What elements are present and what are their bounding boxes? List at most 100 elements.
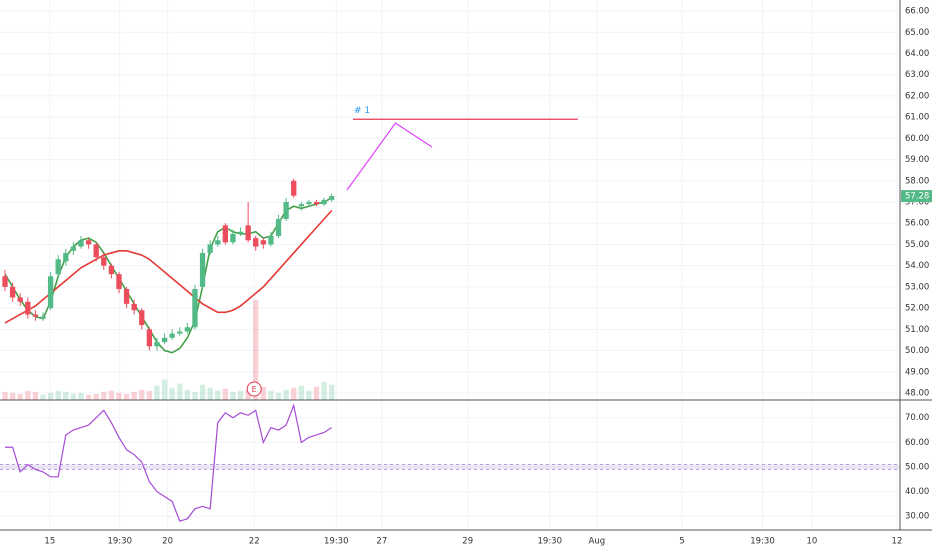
x-tick-label: 27 xyxy=(376,537,387,547)
candle-body xyxy=(17,297,23,302)
candle-body xyxy=(101,257,107,266)
candle-body xyxy=(184,327,191,332)
y-tick-label: 65.00 xyxy=(905,28,929,38)
candle-body xyxy=(321,199,327,205)
earnings-label: E xyxy=(252,385,257,394)
candle-body xyxy=(131,303,137,311)
volume-bar xyxy=(207,387,213,400)
candle-body xyxy=(207,244,213,253)
candle-body xyxy=(230,233,236,243)
candle-body xyxy=(108,265,115,275)
volume-bar xyxy=(70,393,77,400)
y-tick-label: 59.00 xyxy=(905,155,929,165)
candle-body xyxy=(139,310,145,326)
candle-body xyxy=(32,314,39,317)
volume-bar xyxy=(298,385,304,400)
y-tick-label: 53.00 xyxy=(905,282,929,292)
candle-body xyxy=(40,316,46,319)
volume-bar xyxy=(146,390,153,400)
y-tick-label: 40.00 xyxy=(905,487,929,497)
projection-line xyxy=(346,122,433,191)
candle-body xyxy=(291,180,297,196)
x-tick-label: 22 xyxy=(249,537,260,547)
x-tick-label: 10 xyxy=(806,537,817,547)
candle-body xyxy=(306,202,312,205)
y-tick-label: 50.00 xyxy=(905,462,929,472)
volume-bar xyxy=(85,394,92,400)
y-tick-label: 58.00 xyxy=(905,176,929,186)
volume-bar xyxy=(123,393,130,400)
candle-body xyxy=(245,225,251,241)
y-tick-label: 54.00 xyxy=(905,261,929,271)
y-tick-label: 60.00 xyxy=(905,134,929,144)
y-tick-label: 48.00 xyxy=(905,388,929,398)
candle-body xyxy=(215,240,221,245)
candle-body xyxy=(47,276,54,309)
rsi-line xyxy=(5,403,333,522)
volume-bar xyxy=(101,391,107,400)
candle-body xyxy=(161,337,168,343)
candle-body xyxy=(55,259,61,275)
candle-body xyxy=(275,218,282,236)
last-price-label: 57.28 xyxy=(905,192,929,202)
candle-body xyxy=(116,274,122,290)
volume-bar xyxy=(321,381,327,400)
x-tick-label: 19:30 xyxy=(750,537,775,547)
candle-body xyxy=(9,286,16,298)
volume-bar xyxy=(93,393,99,400)
volume-bar xyxy=(154,385,160,400)
volume-bar xyxy=(253,300,259,400)
volume-bar xyxy=(161,379,168,400)
volume-bar xyxy=(245,389,251,400)
volume-bar xyxy=(230,391,236,400)
y-tick-label: 60.00 xyxy=(905,438,929,448)
candle-body xyxy=(283,202,289,219)
y-tick-label: 50.00 xyxy=(905,346,929,356)
volume-bar xyxy=(169,387,175,400)
last-price-box xyxy=(901,190,932,203)
y-tick-label: 49.00 xyxy=(905,367,929,377)
candle-body xyxy=(199,252,206,287)
volume-bar xyxy=(9,392,16,400)
y-tick-label: 56.00 xyxy=(905,219,929,229)
volume-bar xyxy=(222,388,229,400)
y-tick-label: 30.00 xyxy=(905,512,929,522)
candle-body xyxy=(93,244,99,258)
candle-body xyxy=(298,204,304,207)
candle-body xyxy=(78,240,84,247)
candle-body xyxy=(177,331,183,334)
candle-body xyxy=(237,231,244,234)
volume-bar xyxy=(329,384,335,400)
candle-body xyxy=(146,329,153,347)
x-tick-label: 5 xyxy=(679,537,684,547)
volume-bar xyxy=(63,391,69,400)
volume-bar xyxy=(108,390,115,400)
moving-average xyxy=(4,209,333,324)
candle-body xyxy=(253,238,259,247)
y-tick-label: 70.00 xyxy=(905,413,929,423)
earnings-marker xyxy=(246,381,262,397)
candle-body xyxy=(192,289,198,328)
volume-bar xyxy=(2,391,8,400)
volume-bar xyxy=(25,390,31,400)
x-tick-label: 15 xyxy=(44,537,55,547)
y-tick-label: 62.00 xyxy=(905,91,929,101)
x-tick-label: 20 xyxy=(162,537,173,547)
x-tick-label: 19:30 xyxy=(324,537,349,547)
volume-bar xyxy=(268,390,274,400)
volume-bar xyxy=(32,391,39,400)
candle-body xyxy=(154,342,160,347)
volume-bar xyxy=(139,389,145,400)
volume-bar xyxy=(199,384,206,400)
y-tick-label: 66.00 xyxy=(905,7,929,17)
volume-bar xyxy=(275,392,282,400)
candle-body xyxy=(25,301,31,315)
x-tick-label: 19:30 xyxy=(538,537,563,547)
x-tick-label: 19:30 xyxy=(107,537,132,547)
candle-body xyxy=(313,202,320,205)
volume-bar xyxy=(291,387,297,400)
volume-bar xyxy=(215,390,221,400)
volume-bar xyxy=(306,390,312,400)
